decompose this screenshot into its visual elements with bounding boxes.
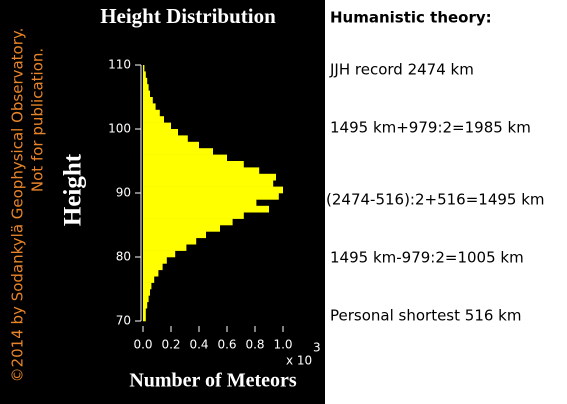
bar: [143, 276, 155, 283]
x-multiplier: x 10: [286, 354, 312, 368]
bar: [143, 167, 260, 175]
bar: [143, 122, 171, 130]
bar: [143, 269, 159, 277]
bar: [143, 129, 178, 136]
x-axis-label: Number of Meteors: [129, 370, 297, 392]
x-tick-label: 0.6: [217, 338, 236, 352]
bar: [143, 257, 167, 264]
side-line: JJH record 2474 km: [329, 61, 474, 79]
bar: [143, 84, 149, 91]
bar: [143, 186, 283, 194]
bar: [143, 308, 146, 315]
bar: [143, 173, 276, 181]
bar: [143, 103, 156, 111]
bar: [143, 135, 188, 143]
bar: [143, 180, 274, 187]
y-tick-label: 100: [108, 122, 131, 136]
bar: [143, 193, 279, 200]
bar: [143, 148, 213, 155]
bar: [143, 161, 244, 168]
credit-line: ©2014 by Sodankylä Geophysical Observato…: [9, 28, 27, 383]
bar: [143, 212, 244, 219]
bar: [143, 289, 150, 296]
bar: [143, 218, 233, 226]
x-tick-label: 0.0: [133, 338, 152, 352]
bar: [143, 225, 220, 232]
bar: [143, 90, 150, 98]
bar: [143, 116, 164, 123]
chart-title: Height Distribution: [100, 4, 276, 28]
bar: [143, 141, 199, 149]
side-line: 1495 km-979:2=1005 km: [330, 249, 524, 267]
bar: [143, 301, 148, 309]
bar: [143, 263, 163, 271]
credit-line: Not for publication.: [29, 48, 47, 192]
bar: [143, 250, 176, 258]
x-tick-label: 1.0: [273, 338, 292, 352]
bar: [143, 231, 206, 239]
bar: [143, 282, 152, 290]
bar: [143, 314, 146, 322]
side-line: 1495 km+979:2=1985 km: [330, 119, 531, 137]
x-tick-label: 0.8: [245, 338, 264, 352]
y-tick-label: 90: [116, 186, 131, 200]
bar: [143, 109, 160, 117]
bar: [143, 244, 187, 251]
bar: [143, 77, 148, 85]
bar: [143, 71, 146, 79]
bar: [143, 65, 145, 72]
x-tick-label: 0.2: [161, 338, 180, 352]
x-multiplier-exponent: 3: [313, 341, 321, 355]
bar: [143, 154, 227, 162]
bar: [143, 97, 153, 104]
x-tick-label: 0.4: [189, 338, 208, 352]
bar: [143, 237, 197, 245]
y-axis-label: Height: [60, 153, 87, 226]
bar: [143, 199, 257, 207]
bar: [143, 295, 149, 303]
side-line: Personal shortest 516 km: [330, 307, 521, 325]
side-title: Humanistic theory:: [330, 9, 492, 27]
y-tick-label: 70: [116, 314, 131, 328]
y-tick-label: 110: [108, 58, 131, 72]
y-tick-label: 80: [116, 250, 131, 264]
side-line: (2474-516):2+516=1495 km: [326, 191, 545, 209]
bar: [143, 205, 269, 213]
